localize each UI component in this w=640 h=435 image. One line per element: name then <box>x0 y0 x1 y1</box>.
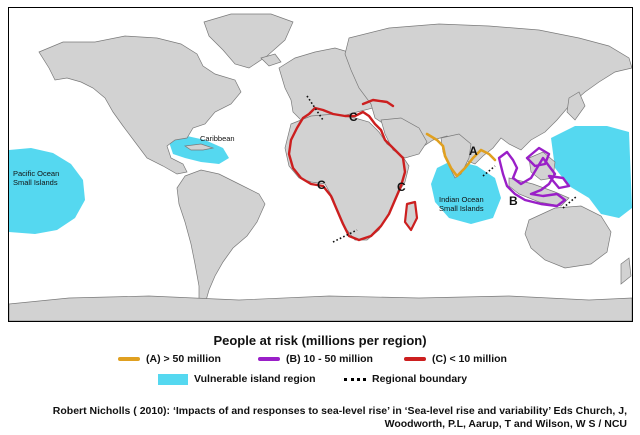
world-map-canvas <box>9 13 632 321</box>
regional-boundary-southeast-asia <box>562 195 578 209</box>
risk-coast-category-a <box>425 132 497 178</box>
legend-swatch-regional-boundary <box>344 377 366 381</box>
legend-swatch-vulnerable-island <box>158 373 188 385</box>
region-letter-c-west-africa: C <box>317 178 326 192</box>
citation-line-1: Robert Nicholls ( 2010): ‘Impacts of and… <box>52 405 627 417</box>
land-new-zealand <box>620 257 632 285</box>
legend-label-category-a: (A) > 50 million <box>146 353 221 365</box>
region-letter-a: A <box>469 144 478 158</box>
legend-swatch-category-c <box>404 357 426 361</box>
legend-category-c: (C) < 10 million <box>404 353 507 365</box>
legend-vulnerable-island: Vulnerable island region <box>158 373 316 385</box>
legend-title: People at risk (millions per region) <box>213 333 427 348</box>
label-indian-ocean-small-islands: Indian Ocean Small Islands <box>439 195 484 213</box>
land-australia <box>524 205 612 269</box>
vulnerable-region-pacific <box>9 148 85 234</box>
legend-label-vulnerable-island: Vulnerable island region <box>194 373 316 385</box>
label-caribbean: Caribbean <box>200 134 235 143</box>
citation-line-2: Woodworth, P.L, Aarup, T and Wilson, W S… <box>384 418 627 431</box>
risk-coast-category-c-madagascar <box>403 200 419 232</box>
region-letter-b: B <box>509 194 518 208</box>
land-south-america <box>176 169 266 305</box>
risk-coast-category-c <box>287 98 407 242</box>
legend-category-a: (A) > 50 million <box>118 353 221 365</box>
regional-boundary-south-asia <box>482 165 496 177</box>
land-iceland <box>260 53 282 67</box>
land-north-america <box>38 35 242 175</box>
world-map: Caribbean Pacific Ocean Small Islands In… <box>8 7 633 322</box>
label-pacific-small-islands: Pacific Ocean Small Islands <box>13 169 60 187</box>
land-antarctica <box>9 295 632 321</box>
legend-category-b: (B) 10 - 50 million <box>258 353 373 365</box>
regional-boundary-south-africa <box>332 229 358 243</box>
legend-label-category-b: (B) 10 - 50 million <box>286 353 373 365</box>
legend-regional-boundary: Regional boundary <box>344 373 467 385</box>
risk-coast-category-b <box>497 146 571 208</box>
vulnerable-region-west-pacific <box>551 126 632 218</box>
region-letter-c-mediterranean: C <box>349 110 358 124</box>
region-letter-c-east-africa: C <box>397 180 406 194</box>
land-caribbean-cuba <box>184 143 215 151</box>
vulnerable-region-indian-ocean <box>431 160 501 224</box>
citation: Robert Nicholls ( 2010): ‘Impacts of and… <box>20 405 627 431</box>
legend-swatch-category-b <box>258 357 280 361</box>
legend-label-regional-boundary: Regional boundary <box>372 373 468 385</box>
land-japan <box>566 91 586 121</box>
regional-boundary-mediterranean <box>306 95 324 121</box>
legend-swatch-category-a <box>118 357 140 361</box>
legend-label-category-c: (C) < 10 million <box>432 353 507 365</box>
